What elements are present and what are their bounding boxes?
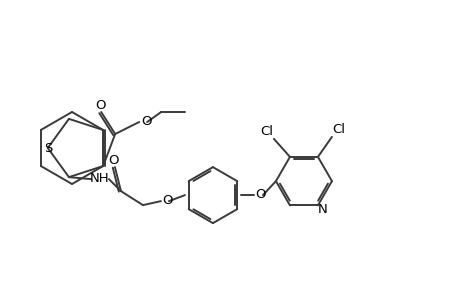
Text: Cl: Cl bbox=[260, 125, 273, 138]
Text: O: O bbox=[108, 154, 119, 166]
Text: NH: NH bbox=[90, 172, 110, 184]
Text: O: O bbox=[141, 115, 151, 128]
Text: S: S bbox=[45, 142, 53, 154]
Text: O: O bbox=[162, 194, 172, 207]
Text: Cl: Cl bbox=[332, 123, 345, 136]
Text: O: O bbox=[95, 98, 105, 112]
Text: O: O bbox=[254, 188, 265, 201]
Text: N: N bbox=[317, 203, 327, 216]
